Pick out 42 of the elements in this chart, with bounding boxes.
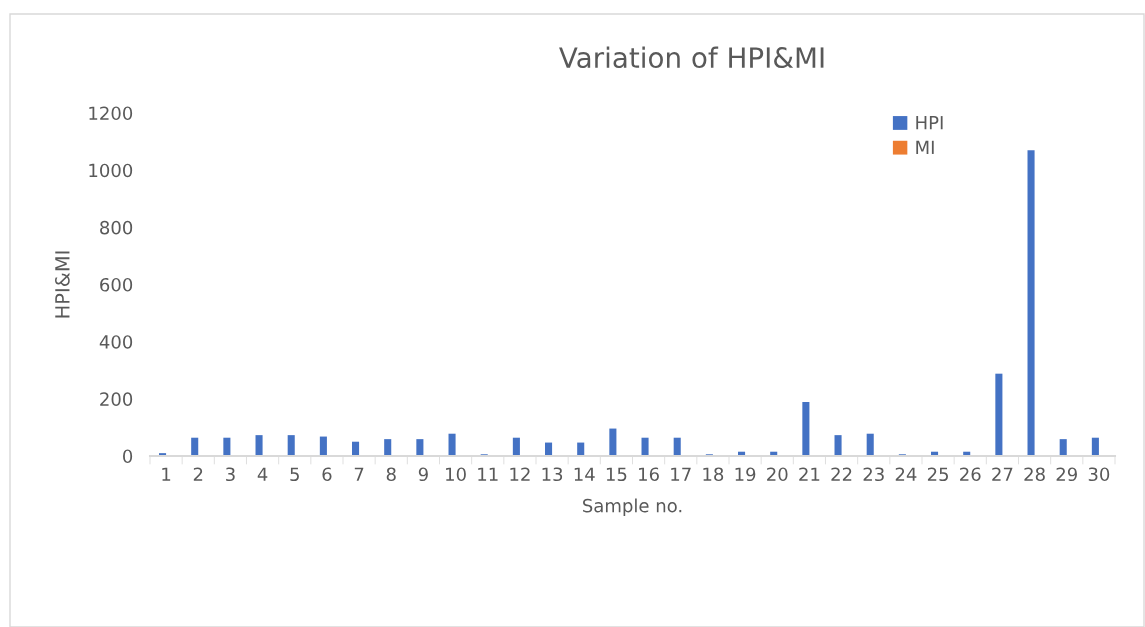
legend-label: MI (916, 140, 934, 154)
x-tick-label: 3 (226, 467, 235, 482)
y-tick-label: 800 (100, 220, 133, 235)
x-tick-label: 21 (799, 467, 820, 481)
x-tick-label: 18 (703, 467, 724, 482)
x-tick-label: 29 (1056, 467, 1077, 482)
x-tick-label: 6 (322, 467, 332, 482)
x-tick-label: 14 (574, 467, 595, 481)
y-tick-label: 200 (100, 392, 133, 406)
x-tick-label: 17 (671, 467, 691, 481)
x-tick-label: 20 (767, 467, 788, 482)
x-tick-label: 16 (639, 467, 659, 482)
y-tick-label: 1200 (89, 106, 133, 121)
y-tick-label: 1000 (89, 163, 133, 178)
x-tick-label: 11 (478, 467, 498, 481)
x-tick-label: 26 (960, 467, 981, 482)
x-tick-label: 28 (1024, 467, 1045, 482)
x-axis-title: Sample no. (583, 498, 682, 516)
y-axis-title: HPI&MI (55, 251, 70, 318)
x-tick-label: 10 (446, 467, 466, 482)
x-tick-label: 8 (386, 467, 396, 482)
x-tick-label: 15 (606, 467, 627, 482)
x-tick-label: 7 (354, 467, 364, 481)
x-tick-label: 22 (831, 467, 852, 481)
x-tick-label: 25 (927, 467, 948, 482)
x-tick-label: 27 (992, 467, 1013, 481)
legend-label: HPI (916, 116, 943, 130)
x-tick-label: 1 (162, 467, 171, 481)
y-tick-label: 600 (100, 277, 133, 292)
y-tick-label: 0 (123, 449, 133, 464)
x-tick-label: 12 (510, 467, 530, 481)
x-tick-label: 5 (290, 467, 299, 482)
x-tick-label: 19 (735, 467, 756, 482)
x-tick-label: 13 (542, 467, 563, 482)
x-tick-label: 24 (895, 467, 917, 481)
y-tick-label: 400 (99, 335, 133, 349)
x-tick-label: 2 (193, 467, 203, 481)
x-tick-label: 4 (257, 467, 268, 481)
x-tick-label: 30 (1088, 467, 1110, 482)
x-tick-label: 9 (418, 467, 428, 482)
chart-title: Variation of HPI&MI (559, 46, 824, 69)
x-tick-label: 23 (863, 467, 884, 482)
